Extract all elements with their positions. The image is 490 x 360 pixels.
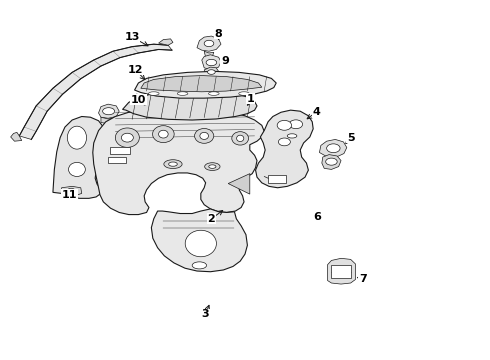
Ellipse shape	[102, 108, 115, 115]
Text: 10: 10	[131, 95, 146, 104]
Polygon shape	[122, 90, 257, 120]
Text: 8: 8	[215, 28, 222, 39]
Polygon shape	[197, 36, 221, 51]
Polygon shape	[202, 55, 221, 70]
Ellipse shape	[148, 92, 159, 95]
Bar	[110, 147, 130, 154]
Text: 11: 11	[62, 190, 77, 200]
Text: 1: 1	[247, 94, 255, 104]
Ellipse shape	[287, 134, 297, 138]
Polygon shape	[11, 132, 22, 141]
Polygon shape	[98, 104, 119, 118]
Text: 2: 2	[207, 214, 215, 224]
Polygon shape	[328, 258, 355, 284]
Text: 4: 4	[312, 107, 320, 117]
Text: 12: 12	[128, 65, 143, 75]
Bar	[268, 175, 286, 183]
Ellipse shape	[239, 92, 249, 95]
Polygon shape	[322, 154, 341, 170]
Text: 9: 9	[221, 56, 229, 66]
Text: 3: 3	[202, 309, 209, 319]
Ellipse shape	[195, 129, 214, 143]
Text: 5: 5	[347, 133, 354, 143]
Ellipse shape	[237, 135, 244, 141]
Ellipse shape	[159, 130, 168, 138]
Polygon shape	[53, 117, 105, 198]
Polygon shape	[319, 139, 347, 157]
Ellipse shape	[177, 92, 188, 95]
Polygon shape	[159, 39, 173, 45]
Ellipse shape	[327, 144, 340, 153]
Ellipse shape	[185, 230, 217, 257]
Polygon shape	[228, 174, 250, 194]
Ellipse shape	[115, 128, 139, 147]
Ellipse shape	[278, 138, 291, 146]
Polygon shape	[62, 186, 82, 196]
Bar	[108, 157, 126, 163]
Ellipse shape	[208, 70, 215, 74]
Ellipse shape	[67, 188, 75, 193]
Text: 6: 6	[313, 212, 321, 222]
Polygon shape	[281, 115, 311, 134]
Ellipse shape	[67, 126, 87, 149]
Ellipse shape	[206, 59, 217, 66]
Ellipse shape	[205, 163, 220, 171]
Ellipse shape	[169, 162, 177, 166]
Text: 13: 13	[124, 32, 140, 42]
Ellipse shape	[164, 160, 182, 168]
Ellipse shape	[192, 262, 207, 269]
Ellipse shape	[152, 126, 174, 143]
Ellipse shape	[209, 165, 216, 168]
Ellipse shape	[209, 92, 219, 95]
Ellipse shape	[326, 158, 337, 165]
Polygon shape	[93, 108, 264, 215]
Polygon shape	[101, 117, 115, 123]
Polygon shape	[151, 209, 247, 272]
Polygon shape	[19, 44, 172, 139]
Polygon shape	[256, 110, 313, 188]
Ellipse shape	[232, 132, 248, 145]
Polygon shape	[283, 131, 302, 139]
Polygon shape	[141, 76, 262, 92]
Ellipse shape	[122, 133, 133, 142]
Ellipse shape	[277, 120, 292, 130]
Ellipse shape	[200, 132, 209, 139]
Polygon shape	[204, 51, 214, 57]
Bar	[331, 265, 351, 278]
Ellipse shape	[289, 120, 303, 129]
Ellipse shape	[204, 40, 214, 47]
Polygon shape	[135, 71, 276, 98]
Polygon shape	[204, 67, 219, 77]
Ellipse shape	[69, 162, 85, 176]
Text: 7: 7	[359, 274, 367, 284]
